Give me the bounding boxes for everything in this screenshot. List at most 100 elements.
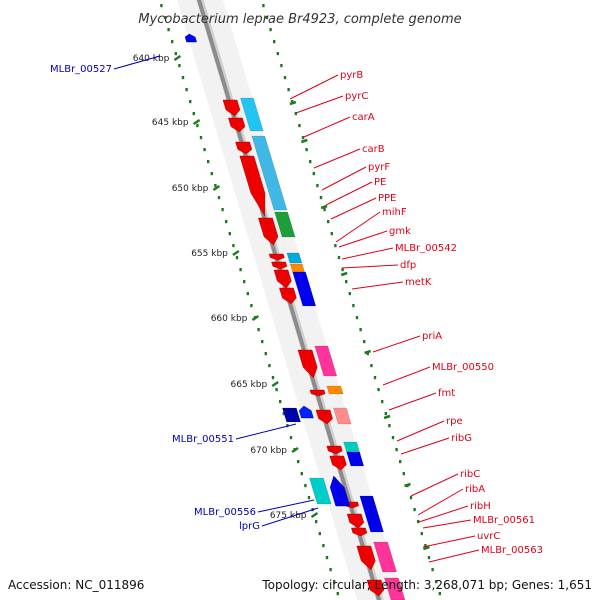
gene-arrow-7[interactable]	[271, 261, 288, 270]
gene-label-gmk[interactable]: gmk	[338, 226, 411, 248]
svg-text:carA: carA	[352, 112, 375, 123]
gene-lprG[interactable]	[327, 475, 351, 507]
gene-block-rpe[interactable]	[333, 407, 352, 425]
gene-block-fmt[interactable]	[326, 385, 344, 395]
gene-block-ribG-b[interactable]	[346, 451, 365, 467]
gene-arrow-18[interactable]	[356, 545, 378, 571]
map-title: Mycobacterium leprae Br4923, complete ge…	[138, 12, 461, 27]
ruler-tick-670	[291, 447, 299, 453]
svg-text:pyrB: pyrB	[340, 70, 363, 81]
ruler-label-660: 660 kbp	[211, 314, 248, 324]
gene-features	[184, 33, 406, 600]
svg-text:pyrC: pyrC	[345, 91, 368, 102]
gene-arrow-16[interactable]	[346, 513, 365, 529]
gene-arrow-12[interactable]	[315, 409, 334, 425]
strand-tick-4	[364, 349, 372, 355]
gene-label-MLBr_00561[interactable]: MLBr_00561	[422, 515, 535, 529]
svg-text:metK: metK	[405, 277, 432, 288]
ruler-label-675: 675 kbp	[270, 511, 307, 521]
gene-block-pyrC[interactable]	[240, 97, 264, 132]
gene-label-carA[interactable]: carA	[303, 112, 375, 138]
ruler-tick-650	[212, 185, 221, 191]
ruler-tick-665	[271, 381, 279, 387]
gene-label-rpe[interactable]: rpe	[396, 416, 463, 442]
gene-label-mihF[interactable]: mihF	[335, 207, 407, 243]
gene-arrow-10[interactable]	[297, 349, 320, 379]
svg-text:ribG: ribG	[451, 433, 472, 444]
gene-label-PPE[interactable]: PPE	[330, 193, 396, 220]
gene-arrow-14[interactable]	[329, 455, 348, 471]
gene-label-ribH[interactable]: ribH	[418, 501, 491, 523]
gene-label-fmt[interactable]: fmt	[388, 388, 455, 411]
ruler-label-650: 650 kbp	[172, 184, 209, 194]
gene-label-uvrC[interactable]: uvrC	[422, 531, 500, 548]
gene-label-pyrB[interactable]: pyrB	[289, 70, 363, 100]
gene-MLBr_00551-a[interactable]	[282, 407, 301, 423]
genome-summary-text: Topology: circular; Length: 3,268,071 bp…	[262, 578, 592, 592]
gene-arrow-13[interactable]	[326, 445, 343, 455]
gene-arrow-19[interactable]	[366, 579, 386, 597]
ruler-tick-640	[173, 55, 182, 61]
gene-label-ribG[interactable]: ribG	[400, 433, 472, 455]
gene-label-ribC[interactable]: ribC	[410, 469, 480, 497]
gene-block-uvrC[interactable]	[373, 541, 397, 573]
accession-text: Accession: NC_011896	[8, 578, 145, 592]
gene-arrow-0[interactable]	[222, 99, 242, 117]
gene-labels[interactable]: pyrB pyrC carA carB pyrF PE PPE mihF gmk MLBr_005…	[50, 55, 543, 563]
svg-text:fmt: fmt	[438, 388, 455, 399]
gene-arrow-17[interactable]	[351, 527, 368, 537]
svg-text:dfp: dfp	[400, 260, 416, 271]
strand-tick-3	[340, 271, 348, 277]
ruler-tick-675	[310, 512, 319, 518]
gene-label-MLBr_00551[interactable]: MLBr_00551	[172, 423, 297, 445]
gene-label-metK[interactable]: metK	[351, 277, 432, 290]
gene-label-ribA[interactable]: ribA	[417, 484, 485, 516]
svg-text:ribC: ribC	[460, 469, 480, 480]
ruler-tick-645	[192, 119, 201, 125]
gene-label-MLBr_00542[interactable]: MLBr_00542	[341, 243, 457, 260]
svg-text:carB: carB	[362, 144, 385, 155]
gene-label-priA[interactable]: priA	[372, 331, 442, 353]
gene-block-ribA[interactable]	[362, 505, 384, 533]
svg-text:ribH: ribH	[470, 501, 491, 512]
gene-arrow-8[interactable]	[273, 269, 293, 289]
gene-arrow-9[interactable]	[279, 287, 298, 305]
gene-arrow-2[interactable]	[235, 141, 254, 155]
svg-text:MLBr_00542: MLBr_00542	[395, 243, 457, 254]
gene-label-MLBr_00563[interactable]: MLBr_00563	[428, 545, 543, 563]
gene-label-MLBr_00527[interactable]: MLBr_00527	[50, 55, 161, 75]
strand-tick-5	[383, 414, 391, 420]
gene-arrow-5[interactable]	[259, 222, 281, 246]
gene-label-dfp[interactable]: dfp	[341, 260, 416, 271]
gene-label-PE[interactable]: PE	[325, 177, 386, 206]
gene-label-MLBr_00550[interactable]: MLBr_00550	[382, 362, 494, 386]
gene-arrow-6[interactable]	[268, 253, 285, 261]
gene-MLBr_00556[interactable]	[309, 477, 332, 505]
gene-arrow-3[interactable]	[239, 155, 272, 217]
gene-label-lprG[interactable]: lprG	[239, 507, 319, 532]
gene-label-pyrF[interactable]: pyrF	[321, 162, 390, 191]
gene-block-gmk[interactable]	[286, 252, 303, 264]
gene-label-MLBr_00556[interactable]: MLBr_00556	[194, 499, 315, 518]
gene-MLBr_00527[interactable]	[184, 33, 197, 43]
svg-text:MLBr_00527: MLBr_00527	[50, 64, 112, 75]
gene-block-PE[interactable]	[274, 211, 296, 238]
gene-arrow-11[interactable]	[309, 389, 326, 397]
gene-MLBr_00551-b[interactable]	[298, 405, 314, 419]
gene-block-metK[interactable]	[292, 271, 317, 307]
gene-label-pyrC[interactable]: pyrC	[295, 91, 368, 114]
gene-block-carB[interactable]	[251, 135, 288, 211]
ruler-label-665: 665 kbp	[231, 380, 268, 390]
gene-block-dfp[interactable]	[289, 263, 305, 273]
gene-block-ribC[interactable]	[359, 495, 377, 507]
svg-text:lprG: lprG	[239, 521, 260, 532]
gene-block-priA[interactable]	[314, 345, 338, 377]
gene-block-end[interactable]	[384, 577, 406, 600]
gene-label-carB[interactable]: carB	[313, 144, 385, 169]
strand-tick-2	[320, 204, 328, 210]
svg-text:uvrC: uvrC	[477, 531, 500, 542]
ruler-dots-left	[160, 4, 339, 596]
gene-arrow-1[interactable]	[228, 117, 246, 133]
svg-text:rpe: rpe	[446, 416, 463, 427]
